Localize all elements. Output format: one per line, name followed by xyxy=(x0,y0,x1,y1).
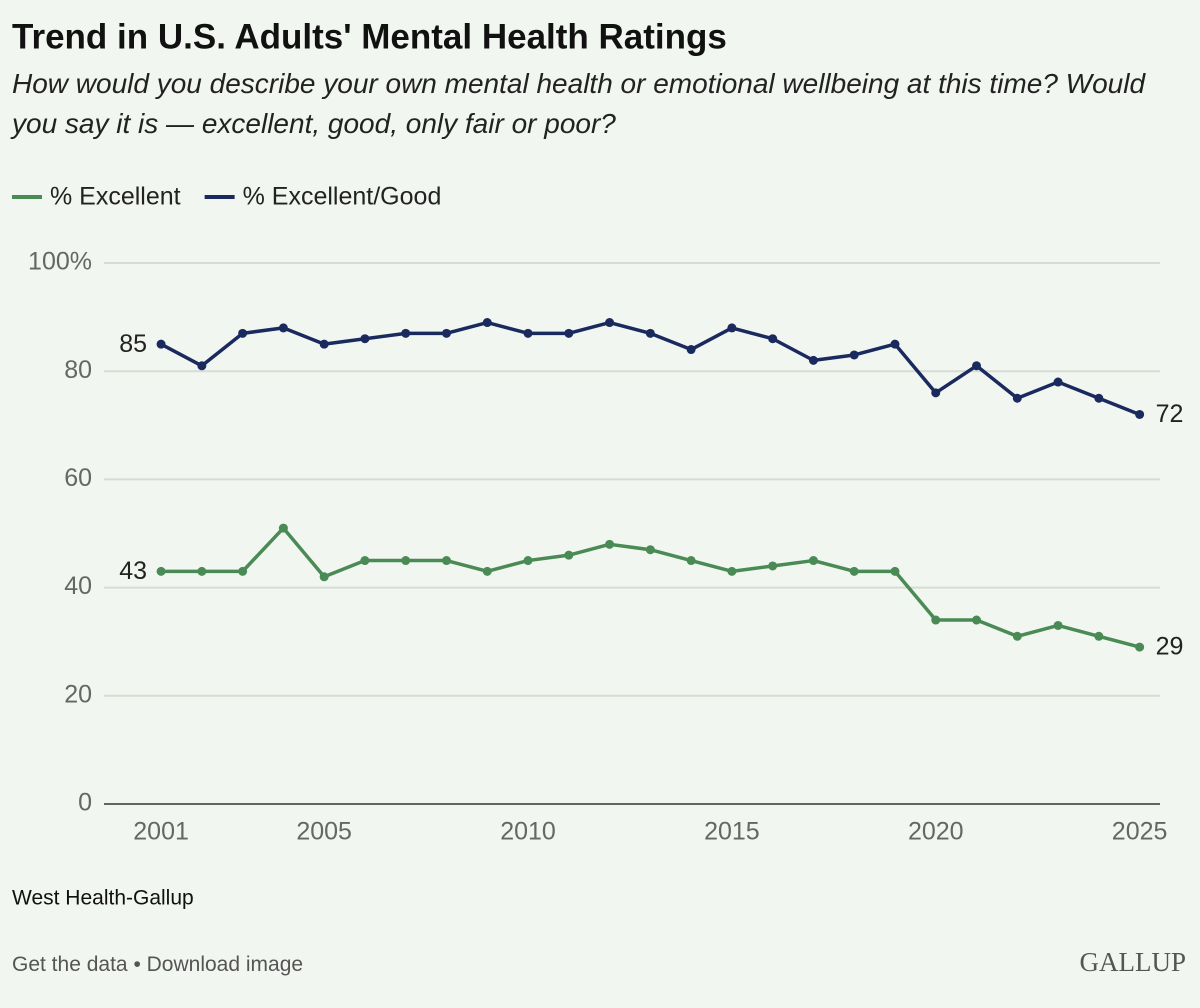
data-label: 85 xyxy=(119,330,147,358)
data-point xyxy=(482,318,492,328)
data-point xyxy=(686,345,696,355)
data-point xyxy=(523,556,533,566)
legend-label: % Excellent/Good xyxy=(243,183,442,211)
data-point xyxy=(849,350,859,360)
data-point xyxy=(564,328,574,338)
x-tick-label: 2001 xyxy=(133,818,189,846)
data-point xyxy=(727,323,737,333)
data-point xyxy=(156,566,166,576)
data-point xyxy=(278,523,288,533)
brand-logo: GALLUP xyxy=(1080,947,1187,977)
data-point xyxy=(849,566,859,576)
legend-item: % Excellent xyxy=(12,183,181,211)
data-point xyxy=(768,561,778,571)
data-point xyxy=(972,615,982,625)
data-point xyxy=(482,566,492,576)
data-point xyxy=(1053,620,1063,630)
data-point xyxy=(401,328,411,338)
y-tick-label: 80 xyxy=(64,356,92,384)
data-label: 43 xyxy=(119,557,147,585)
data-point xyxy=(645,328,655,338)
data-point xyxy=(278,323,288,333)
y-tick-label: 20 xyxy=(64,680,92,708)
source: West Health-Gallup xyxy=(12,887,194,910)
chart-subtitle: How would you describe your own mental h… xyxy=(10,68,1146,139)
data-point xyxy=(890,566,900,576)
y-tick-label: 100% xyxy=(28,248,92,276)
data-point xyxy=(1094,631,1104,641)
data-point xyxy=(727,566,737,576)
data-point xyxy=(645,545,655,555)
x-tick-label: 2005 xyxy=(296,818,352,846)
data-point xyxy=(1053,377,1063,387)
data-point xyxy=(441,328,451,338)
data-point xyxy=(605,539,615,549)
data-point xyxy=(1012,631,1022,641)
data-point xyxy=(686,556,696,566)
footer-links: Get the data • Download image xyxy=(12,953,303,976)
download-link[interactable]: Download image xyxy=(147,953,303,976)
y-tick-label: 40 xyxy=(64,572,92,600)
data-point xyxy=(523,328,533,338)
x-tick-label: 2020 xyxy=(908,818,964,846)
data-point xyxy=(890,339,900,349)
legend-label: % Excellent xyxy=(50,183,181,211)
legend-item: % Excellent/Good xyxy=(204,183,442,211)
data-point xyxy=(972,361,982,371)
chart-title: Trend in U.S. Adults' Mental Health Rati… xyxy=(12,17,727,56)
data-point xyxy=(197,566,207,576)
data-point xyxy=(238,566,248,576)
x-tick-label: 2025 xyxy=(1112,818,1168,846)
data-point xyxy=(441,556,451,566)
y-tick-label: 60 xyxy=(64,464,92,492)
x-tick-label: 2015 xyxy=(704,818,760,846)
data-label: 72 xyxy=(1156,400,1184,428)
data-point xyxy=(319,572,329,582)
data-label: 29 xyxy=(1156,633,1184,661)
data-point xyxy=(156,339,166,349)
x-tick-label: 2010 xyxy=(500,818,556,846)
data-point xyxy=(1094,393,1104,403)
data-point xyxy=(1135,409,1145,419)
data-point xyxy=(360,556,370,566)
data-point xyxy=(931,388,941,398)
data-point xyxy=(360,334,370,344)
data-point xyxy=(564,550,574,560)
data-point xyxy=(238,328,248,338)
data-point xyxy=(931,615,941,625)
data-point xyxy=(1135,642,1145,652)
data-point xyxy=(401,556,411,566)
data-point xyxy=(1012,393,1022,403)
y-tick-label: 0 xyxy=(78,789,92,817)
data-point xyxy=(768,334,778,344)
data-point xyxy=(319,339,329,349)
get-data-link[interactable]: Get the data xyxy=(12,953,128,976)
data-point xyxy=(808,556,818,566)
data-point xyxy=(808,355,818,365)
data-point xyxy=(605,318,615,328)
data-point xyxy=(197,361,207,371)
separator: • xyxy=(133,953,140,976)
